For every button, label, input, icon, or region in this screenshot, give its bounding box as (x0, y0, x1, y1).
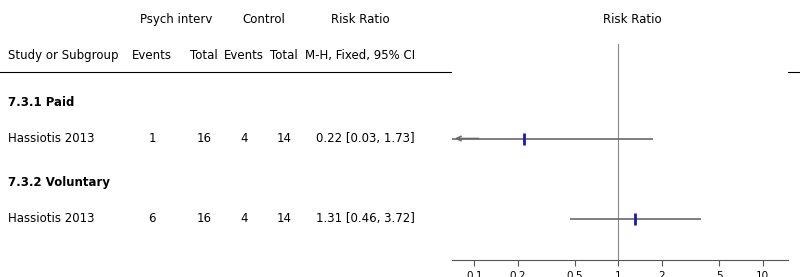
Text: Control: Control (242, 13, 286, 26)
Text: Hassiotis 2013: Hassiotis 2013 (8, 212, 94, 225)
Text: 14: 14 (277, 132, 291, 145)
Text: 6: 6 (148, 212, 156, 225)
Text: 14: 14 (277, 212, 291, 225)
Text: 16: 16 (197, 212, 211, 225)
Text: 1: 1 (148, 132, 156, 145)
Text: Risk Ratio: Risk Ratio (330, 13, 390, 26)
Text: 4: 4 (240, 132, 248, 145)
Text: 0.22 [0.03, 1.73]: 0.22 [0.03, 1.73] (316, 132, 414, 145)
Text: Psych interv: Psych interv (140, 13, 212, 26)
Text: Risk Ratio: Risk Ratio (602, 13, 662, 26)
Text: 1.31 [0.46, 3.72]: 1.31 [0.46, 3.72] (316, 212, 415, 225)
Text: Study or Subgroup: Study or Subgroup (8, 49, 118, 62)
Text: M-H, Fixed, 95% CI: M-H, Fixed, 95% CI (577, 49, 687, 62)
Text: 7.3.1 Paid: 7.3.1 Paid (8, 96, 74, 109)
Text: 16: 16 (197, 132, 211, 145)
Text: Total: Total (270, 49, 298, 62)
Text: M-H, Fixed, 95% CI: M-H, Fixed, 95% CI (305, 49, 415, 62)
Text: 4: 4 (240, 212, 248, 225)
Text: 7.3.2 Voluntary: 7.3.2 Voluntary (8, 176, 110, 189)
Text: Events: Events (132, 49, 172, 62)
Text: Total: Total (190, 49, 218, 62)
Text: Events: Events (224, 49, 264, 62)
Text: Hassiotis 2013: Hassiotis 2013 (8, 132, 94, 145)
